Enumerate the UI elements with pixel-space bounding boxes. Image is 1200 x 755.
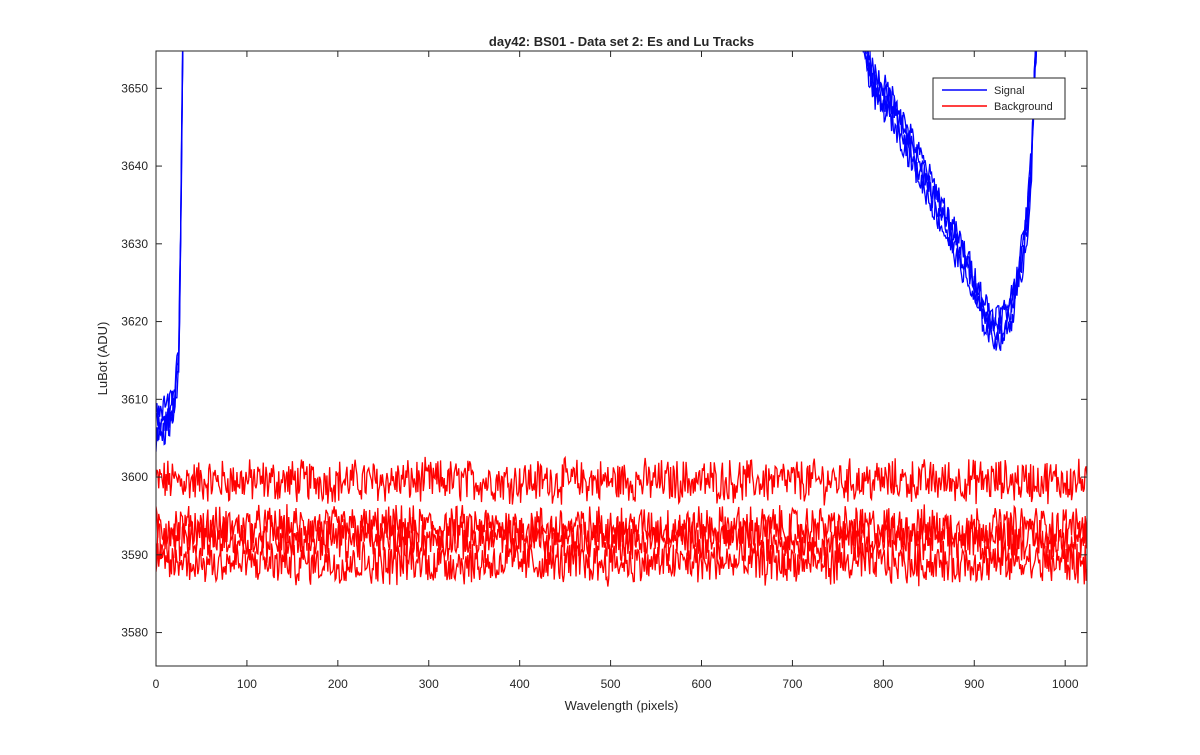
legend-label-background: Background [994, 101, 1053, 113]
y-tick-label: 3580 [121, 626, 148, 640]
x-tick-label: 100 [237, 677, 257, 691]
chart-title: day42: BS01 - Data set 2: Es and Lu Trac… [489, 34, 754, 49]
y-tick-label: 3640 [121, 159, 148, 173]
plot-box [155, 50, 1088, 667]
x-tick-label: 1000 [1052, 677, 1079, 691]
legend-label-signal: Signal [994, 85, 1025, 97]
legend-box [932, 77, 1066, 120]
background-line-3 [156, 515, 1087, 564]
x-axis-label: Wavelength (pixels) [565, 698, 679, 713]
x-tick-label: 800 [873, 677, 893, 691]
y-tick-label: 3610 [121, 392, 148, 406]
background-line-1 [156, 455, 1087, 506]
x-tick-label: 500 [601, 677, 621, 691]
y-tick-label: 3650 [121, 81, 148, 95]
y-tick-label: 3620 [121, 315, 148, 329]
x-tick-label: 0 [153, 677, 160, 691]
background-line-4 [156, 537, 1087, 587]
x-tick-label: 600 [691, 677, 711, 691]
data-lines [156, 51, 1087, 587]
x-tick-label: 700 [782, 677, 802, 691]
legend: Signal Background [932, 77, 1066, 120]
y-tick-label: 3600 [121, 470, 148, 484]
x-tick-label: 300 [419, 677, 439, 691]
x-tick-label: 900 [964, 677, 984, 691]
y-tick-label: 3630 [121, 237, 148, 251]
signal-line-4 [156, 51, 1036, 421]
y-tick-label: 3590 [121, 548, 148, 562]
x-tick-label: 400 [510, 677, 530, 691]
x-tick-label: 200 [328, 677, 348, 691]
background-line-2 [156, 504, 1087, 552]
y-axis-label: LuBot (ADU) [95, 322, 110, 396]
axis-ticks: 0 100 200 300 400 500 600 700 800 900 1000 3580 3590… [121, 51, 1087, 691]
